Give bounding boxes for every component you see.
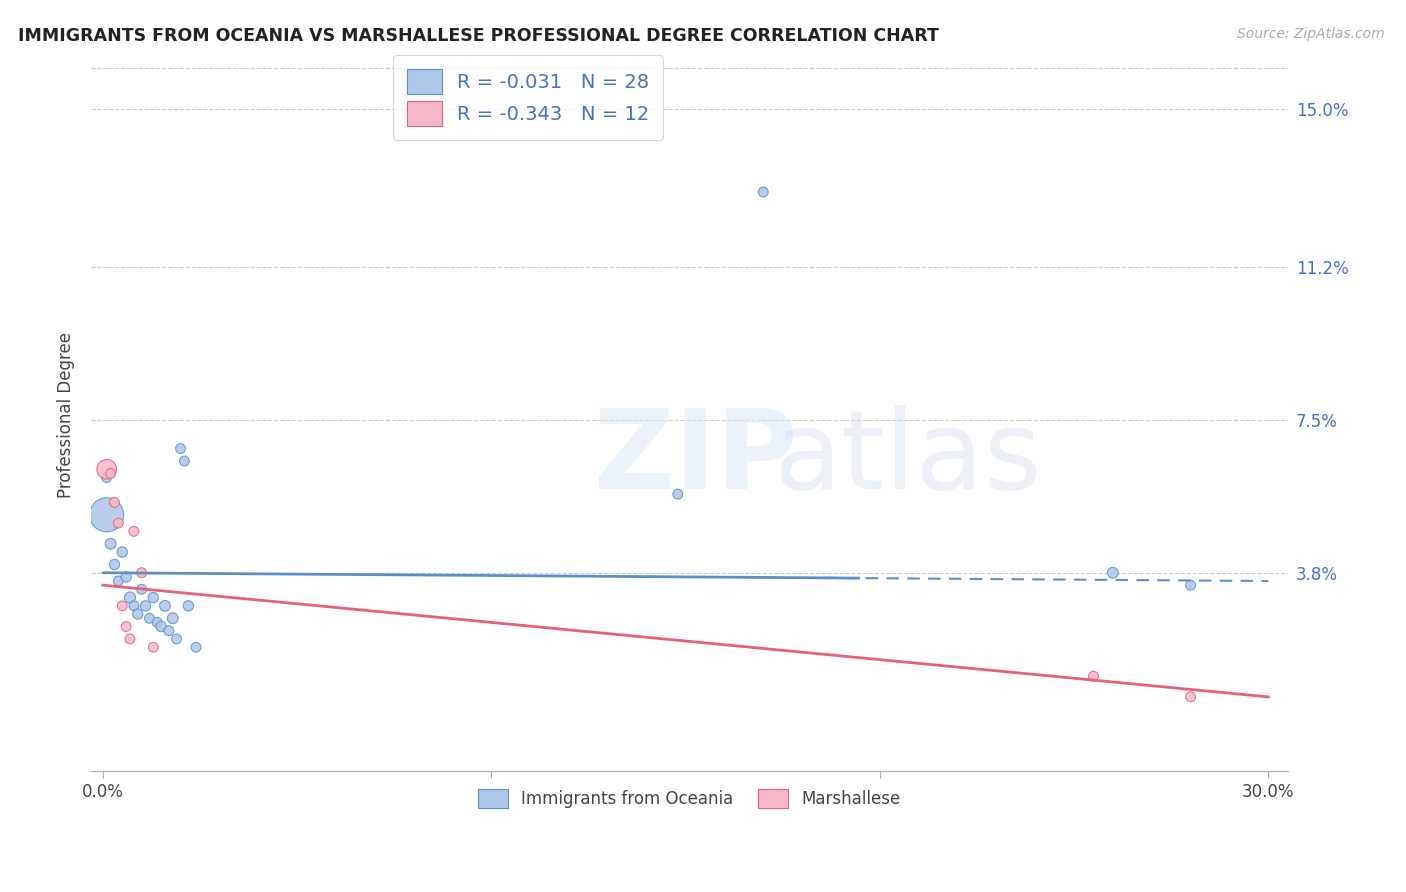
Point	[173, 454, 195, 468]
Point	[1180, 690, 1202, 704]
Point	[150, 619, 173, 633]
Text: IMMIGRANTS FROM OCEANIA VS MARSHALLESE PROFESSIONAL DEGREE CORRELATION CHART: IMMIGRANTS FROM OCEANIA VS MARSHALLESE P…	[18, 27, 939, 45]
Point	[146, 615, 169, 630]
Point	[177, 599, 200, 613]
Point	[96, 470, 118, 484]
Point	[103, 558, 125, 572]
Point	[752, 185, 775, 199]
Point	[111, 599, 134, 613]
Text: atlas: atlas	[773, 405, 1042, 512]
Legend: Immigrants from Oceania, Marshallese: Immigrants from Oceania, Marshallese	[470, 780, 910, 816]
Point	[184, 640, 207, 655]
Point	[115, 619, 138, 633]
Point	[142, 640, 165, 655]
Point	[115, 570, 138, 584]
Point	[107, 574, 129, 588]
Point	[118, 591, 141, 605]
Point	[142, 591, 165, 605]
Point	[96, 462, 118, 476]
Point	[103, 495, 125, 509]
Point	[1083, 669, 1105, 683]
Point	[107, 516, 129, 530]
Point	[100, 467, 122, 481]
Point	[1180, 578, 1202, 592]
Point	[138, 611, 160, 625]
Point	[131, 582, 153, 597]
Point	[111, 545, 134, 559]
Text: Source: ZipAtlas.com: Source: ZipAtlas.com	[1237, 27, 1385, 41]
Text: ZIP: ZIP	[593, 405, 797, 512]
Point	[122, 599, 145, 613]
Point	[122, 524, 145, 539]
Point	[153, 599, 176, 613]
Point	[100, 537, 122, 551]
Point	[1102, 566, 1125, 580]
Point	[166, 632, 188, 646]
Point	[157, 624, 180, 638]
Point	[169, 442, 191, 456]
Point	[666, 487, 689, 501]
Point	[118, 632, 141, 646]
Point	[127, 607, 149, 621]
Point	[131, 566, 153, 580]
Point	[162, 611, 184, 625]
Y-axis label: Professional Degree: Professional Degree	[58, 333, 75, 499]
Point	[96, 508, 118, 522]
Point	[135, 599, 157, 613]
